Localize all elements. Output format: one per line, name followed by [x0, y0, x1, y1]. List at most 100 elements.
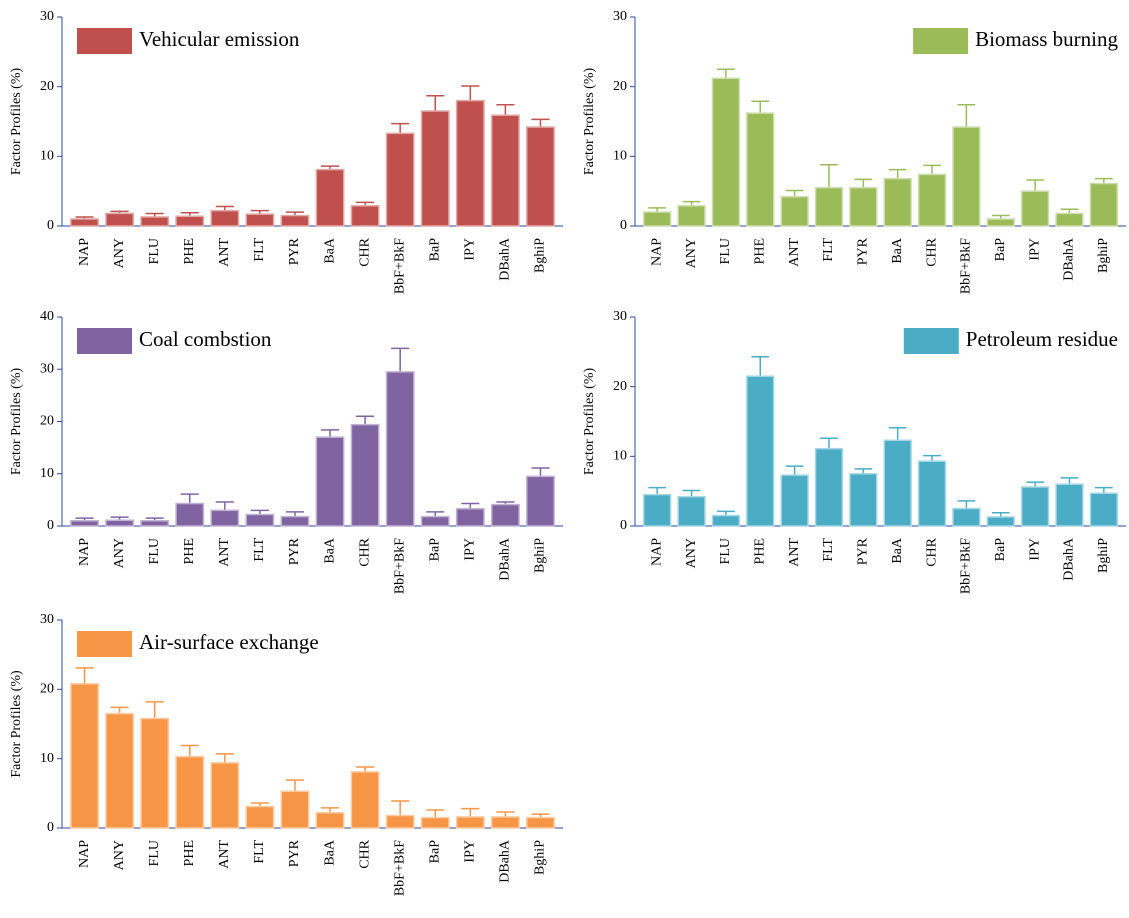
y-tick-label: 0 — [47, 820, 54, 835]
bar — [952, 507, 981, 527]
x-tick-label: FLU — [718, 538, 733, 564]
x-tick-label: ANT — [217, 538, 232, 567]
chart-panel: 0 10 20 30 Factor Profiles (%) NAP ANY FLU PHE AN… — [582, 309, 1126, 594]
x-tick-label: FLT — [821, 238, 836, 262]
bar — [814, 447, 844, 527]
x-tick-label: ANY — [684, 538, 699, 568]
bar — [280, 790, 310, 829]
bar — [350, 771, 380, 829]
x-tick-label: FLT — [252, 840, 267, 864]
x-tick-label: ANT — [787, 238, 802, 267]
x-tick-label: FLU — [147, 538, 162, 564]
x-tick-label: CHR — [357, 537, 372, 566]
bar — [350, 205, 380, 227]
bar — [1055, 212, 1084, 227]
bar — [643, 211, 672, 227]
bar — [455, 508, 485, 527]
bar — [1020, 190, 1050, 227]
x-tick-label: IPY — [463, 238, 478, 261]
x-tick-label: FLU — [147, 238, 162, 264]
y-tick-label: 20 — [613, 379, 627, 394]
bar — [175, 755, 205, 829]
bar — [849, 186, 878, 227]
bar — [315, 436, 345, 527]
y-axis-label: Factor Profiles (%) — [9, 68, 24, 176]
bar — [280, 515, 310, 527]
bar — [1020, 486, 1050, 527]
x-tick-label: BghiP — [533, 840, 548, 875]
x-tick-label: BaP — [427, 840, 442, 864]
x-tick-label: FLT — [252, 238, 267, 262]
x-tick-label: NAP — [649, 538, 664, 566]
x-tick-label: FLT — [821, 538, 836, 562]
bar — [70, 520, 99, 527]
x-tick-label: ANY — [112, 238, 127, 268]
bar — [455, 99, 485, 227]
x-tick-label: ANT — [217, 840, 232, 869]
y-tick-label: 30 — [613, 309, 627, 324]
bar — [883, 439, 912, 527]
y-tick-label: 10 — [40, 751, 54, 766]
bar — [986, 516, 1015, 527]
y-tick-label: 30 — [40, 9, 54, 24]
x-tick-label: BaA — [322, 237, 337, 264]
x-tick-label: BaA — [322, 537, 337, 564]
bar — [350, 423, 380, 527]
x-tick-label: BbF+BkF — [959, 538, 974, 594]
x-tick-label: PYR — [287, 537, 302, 565]
x-tick-label: DBahA — [1062, 537, 1077, 581]
bar — [917, 460, 947, 527]
x-tick-label: BbF+BkF — [392, 840, 407, 896]
y-tick-label: 20 — [40, 682, 54, 697]
bar — [70, 683, 99, 829]
legend-label: Coal combstion — [139, 327, 272, 351]
bar — [315, 168, 345, 227]
bar — [420, 515, 450, 527]
bar — [175, 215, 205, 227]
x-tick-label: PHE — [752, 538, 767, 564]
bar — [1055, 483, 1084, 527]
bar — [677, 205, 706, 227]
bar — [677, 495, 706, 527]
bar — [245, 513, 275, 527]
bar — [490, 816, 520, 829]
bar — [245, 213, 275, 227]
bar — [280, 214, 310, 227]
x-tick-label: ANT — [787, 538, 802, 567]
legend-label: Air-surface exchange — [139, 630, 319, 654]
y-tick-label: 0 — [47, 518, 54, 533]
bar — [490, 114, 520, 227]
x-tick-label: BbF+BkF — [959, 238, 974, 294]
x-tick-label: BaP — [993, 238, 1008, 262]
x-tick-label: ANT — [217, 238, 232, 267]
bar — [711, 514, 741, 527]
bar — [849, 473, 878, 527]
x-tick-label: ANY — [684, 238, 699, 268]
bar — [385, 132, 415, 227]
x-tick-label: PHE — [182, 238, 197, 264]
bar — [140, 717, 170, 829]
y-tick-label: 0 — [47, 218, 54, 233]
y-tick-label: 20 — [613, 79, 627, 94]
x-tick-label: BaP — [427, 538, 442, 562]
x-tick-label: BaA — [322, 839, 337, 866]
bar — [746, 112, 775, 227]
x-tick-label: CHR — [357, 839, 372, 868]
legend-swatch — [77, 328, 132, 354]
bar — [526, 816, 555, 829]
legend-label: Biomass burning — [975, 27, 1118, 51]
x-tick-label: PYR — [287, 839, 302, 867]
x-tick-label: BbF+BkF — [392, 238, 407, 294]
x-tick-label: PHE — [752, 238, 767, 264]
x-tick-label: IPY — [1027, 238, 1042, 261]
chart-panel: 0 10 20 30 Factor Profiles (%) NAP ANY FLU PHE AN… — [582, 9, 1126, 294]
x-tick-label: FLT — [252, 538, 267, 562]
bar — [105, 712, 135, 829]
y-tick-label: 10 — [40, 466, 54, 481]
y-tick-label: 0 — [620, 518, 627, 533]
bar — [420, 816, 450, 829]
x-tick-label: NAP — [77, 840, 92, 868]
chart-panel: 0 10 20 30 Factor Profiles (%) NAP ANY FLU PHE AN… — [9, 612, 563, 896]
bar — [711, 77, 741, 227]
